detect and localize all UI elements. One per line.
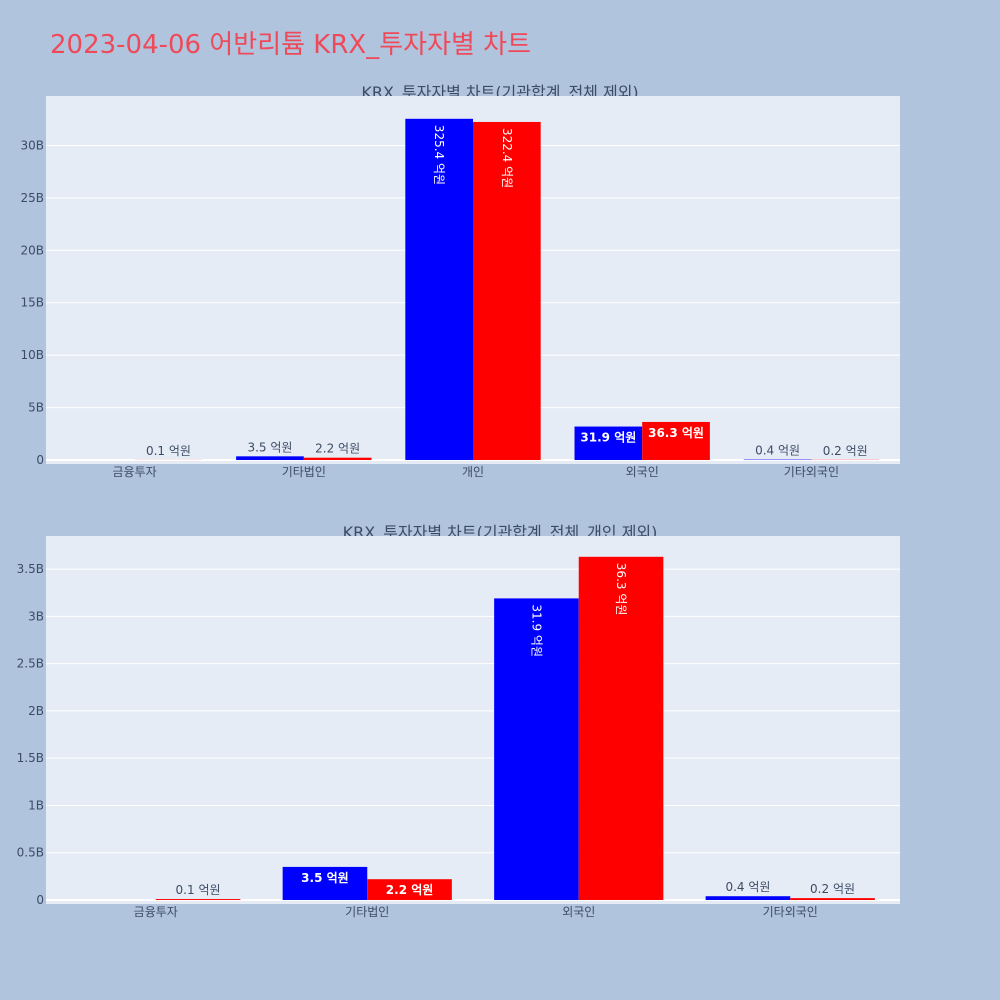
data-label: 36.3 억원 (648, 426, 704, 440)
data-label: 2.2 억원 (315, 442, 360, 456)
data-label: 325.4 억원 (432, 125, 446, 185)
bar (574, 426, 643, 460)
data-label: 322.4 억원 (500, 128, 514, 188)
data-label: 31.9 억원 (529, 604, 543, 657)
y-tick-label: 0.5B (17, 846, 44, 860)
y-tick-label: 2B (28, 704, 44, 718)
x-tick-label: 금융투자 (113, 465, 157, 479)
data-label: 0.2 억원 (823, 444, 868, 458)
page-title: 2023-04-06 어반리튬 KRX_투자자별 차트 (50, 30, 532, 60)
bar (155, 899, 241, 900)
x-tick-label: 기타외국인 (784, 465, 839, 479)
bar (790, 898, 875, 900)
bar (578, 556, 664, 900)
data-label: 0.4 억원 (755, 444, 800, 458)
y-tick-label: 20B (20, 243, 44, 257)
data-label: 0.4 억원 (725, 880, 770, 894)
y-tick-label: 1.5B (17, 751, 44, 765)
x-tick-label: 금융투자 (134, 905, 178, 919)
x-tick-label: 기타법인 (282, 465, 326, 479)
bar (705, 896, 791, 900)
bar (282, 866, 368, 900)
y-tick-label: 3.5B (17, 562, 44, 576)
data-label: 0.2 억원 (810, 882, 855, 896)
bar (405, 118, 473, 460)
data-label: 0.1 억원 (146, 444, 191, 458)
data-label: 3.5 억원 (301, 871, 349, 885)
bar (367, 879, 452, 900)
x-tick-label: 외국인 (562, 905, 595, 919)
y-tick-label: 0 (36, 893, 44, 907)
bar (236, 456, 304, 460)
y-tick-label: 5B (28, 401, 44, 415)
plot-area (46, 536, 900, 904)
x-tick-label: 기타법인 (345, 905, 389, 919)
x-tick-label: 외국인 (626, 465, 659, 479)
x-tick-label: 기타외국인 (763, 905, 818, 919)
y-tick-label: 10B (20, 348, 44, 362)
bar (494, 598, 579, 900)
data-label: 0.1 억원 (176, 883, 221, 897)
y-tick-label: 0 (36, 453, 44, 467)
x-tick-label: 개인 (462, 465, 484, 479)
y-tick-label: 15B (20, 296, 44, 310)
data-label: 31.9 억원 (580, 431, 636, 445)
data-label: 3.5 억원 (247, 440, 292, 454)
bar (303, 457, 372, 460)
y-tick-label: 2.5B (17, 657, 44, 671)
data-label: 36.3 억원 (614, 563, 628, 616)
bar (642, 421, 710, 460)
y-tick-label: 1B (28, 798, 44, 812)
y-tick-label: 3B (28, 609, 44, 623)
data-label: 2.2 억원 (386, 883, 434, 897)
y-tick-label: 30B (20, 138, 44, 152)
bar (473, 121, 541, 461)
y-tick-label: 25B (20, 191, 44, 205)
